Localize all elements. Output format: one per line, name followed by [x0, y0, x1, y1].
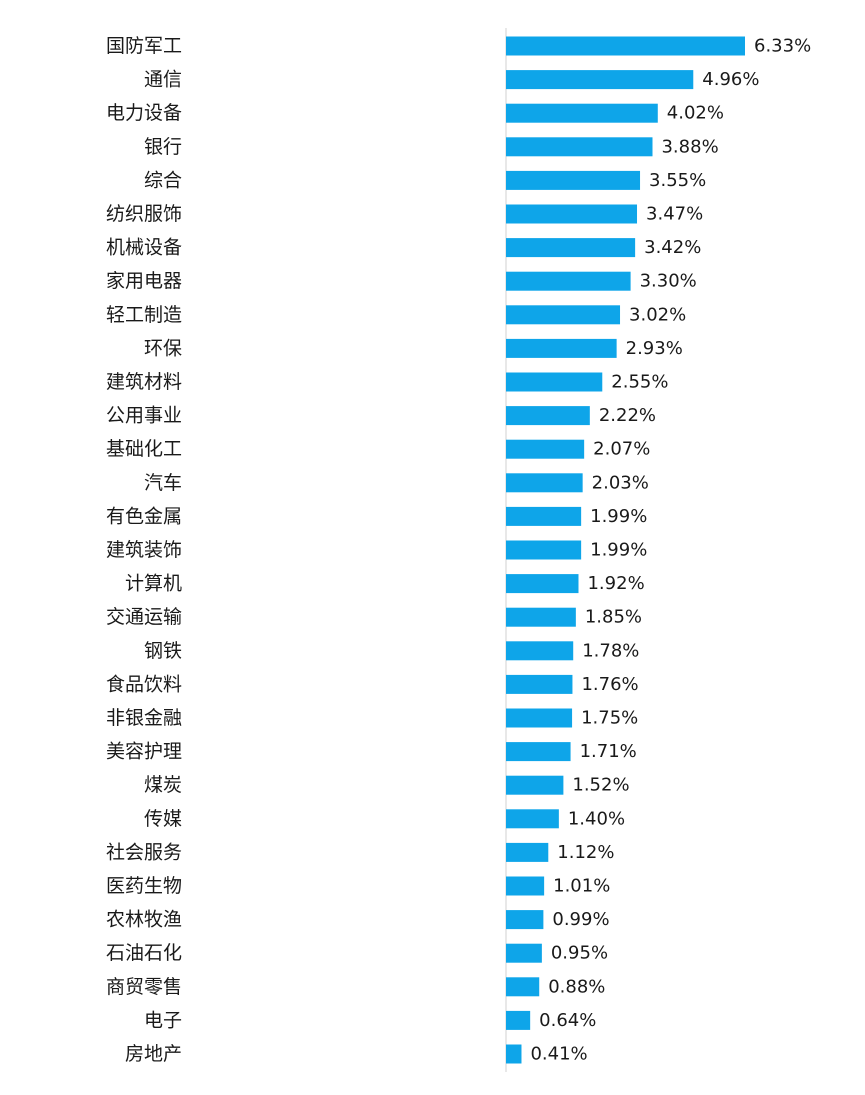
category-label: 综合: [144, 169, 182, 191]
category-label: 农林牧渔: [106, 909, 182, 931]
value-label: 3.02%: [629, 304, 686, 325]
category-label: 计算机: [125, 573, 182, 595]
category-label: 汽车: [144, 472, 182, 494]
value-label: 1.78%: [582, 640, 639, 661]
value-label: 2.03%: [592, 472, 649, 493]
bar: [506, 137, 653, 157]
value-label: 0.88%: [548, 976, 605, 997]
category-label: 环保: [144, 337, 182, 359]
value-label: 3.88%: [661, 136, 718, 157]
value-label: 1.40%: [568, 808, 625, 829]
bar: [506, 36, 745, 56]
category-labels: 国防军工通信电力设备银行综合纺织服饰机械设备家用电器轻工制造环保建筑材料公用事业…: [106, 35, 182, 1065]
category-label: 纺织服饰: [106, 203, 182, 225]
category-label: 交通运输: [106, 606, 182, 628]
value-label: 1.99%: [590, 506, 647, 527]
bar: [506, 943, 542, 963]
bar: [506, 607, 576, 627]
bar: [506, 574, 579, 594]
category-label: 石油石化: [106, 942, 182, 964]
category-label: 有色金属: [106, 505, 182, 527]
category-label: 家用电器: [106, 270, 182, 292]
value-label: 0.41%: [530, 1044, 587, 1065]
category-label: 通信: [144, 69, 182, 91]
bars: [506, 36, 745, 1064]
category-label: 钢铁: [144, 640, 182, 662]
category-label: 食品饮料: [106, 673, 182, 695]
value-label: 0.95%: [551, 943, 608, 964]
value-label: 1.52%: [572, 775, 629, 796]
value-label: 0.99%: [552, 909, 609, 930]
bar: [506, 305, 621, 325]
category-label: 电力设备: [106, 102, 182, 124]
bar: [506, 439, 585, 459]
value-label: 2.22%: [599, 405, 656, 426]
bar: [506, 406, 590, 426]
bar: [506, 103, 658, 123]
value-label: 1.76%: [581, 674, 638, 695]
bar: [506, 876, 545, 896]
bar: [506, 204, 638, 224]
value-label: 3.55%: [649, 170, 706, 191]
value-label: 1.92%: [587, 573, 644, 594]
bar: [506, 372, 603, 392]
bar: [506, 170, 641, 190]
bar: [506, 977, 540, 997]
category-label: 建筑材料: [106, 371, 182, 393]
category-label: 银行: [144, 136, 182, 158]
value-label: 1.75%: [581, 708, 638, 729]
category-label: 非银金融: [106, 707, 182, 729]
bar: [506, 674, 573, 694]
category-label: 电子: [144, 1009, 182, 1031]
value-label: 4.96%: [702, 69, 759, 90]
bar: [506, 540, 582, 560]
bar: [506, 641, 574, 661]
value-label: 2.93%: [626, 338, 683, 359]
bar: [506, 742, 571, 762]
value-labels: 6.33% 4.96% 4.02% 3.88% 3.55% 3.47% 3.42% 3.30%…: [530, 36, 811, 1065]
bar: [506, 238, 636, 258]
value-label: 2.07%: [593, 439, 650, 460]
value-label: 0.64%: [539, 1010, 596, 1031]
category-label: 美容护理: [106, 741, 182, 763]
category-label: 国防军工: [106, 35, 182, 57]
value-label: 3.42%: [644, 237, 701, 258]
category-label: 商贸零售: [106, 976, 182, 998]
category-label: 轻工制造: [106, 304, 182, 326]
bar: [506, 70, 694, 90]
category-label: 传媒: [144, 808, 182, 830]
bar: [506, 775, 564, 795]
value-label: 3.47%: [646, 204, 703, 225]
bar: [506, 473, 583, 493]
bar: [506, 271, 631, 291]
bar: [506, 809, 559, 829]
category-label: 基础化工: [106, 438, 182, 460]
value-label: 1.71%: [580, 741, 637, 762]
bar: [506, 1044, 522, 1064]
value-label: 2.55%: [611, 372, 668, 393]
category-label: 房地产: [125, 1043, 182, 1065]
bar: [506, 708, 573, 728]
category-label: 医药生物: [106, 875, 182, 897]
bar: [506, 842, 549, 862]
value-label: 4.02%: [667, 103, 724, 124]
bar: [506, 1010, 531, 1030]
value-label: 6.33%: [754, 36, 811, 57]
value-label: 3.30%: [640, 271, 697, 292]
value-label: 1.01%: [553, 876, 610, 897]
category-label: 公用事业: [106, 405, 182, 427]
bar: [506, 506, 582, 526]
category-label: 建筑装饰: [106, 539, 182, 561]
value-label: 1.99%: [590, 540, 647, 561]
category-label: 煤炭: [144, 774, 182, 796]
bar: [506, 910, 544, 930]
category-label: 机械设备: [106, 237, 182, 259]
value-label: 1.85%: [585, 607, 642, 628]
category-label: 社会服务: [106, 841, 182, 863]
bar: [506, 338, 617, 358]
value-label: 1.12%: [557, 842, 614, 863]
